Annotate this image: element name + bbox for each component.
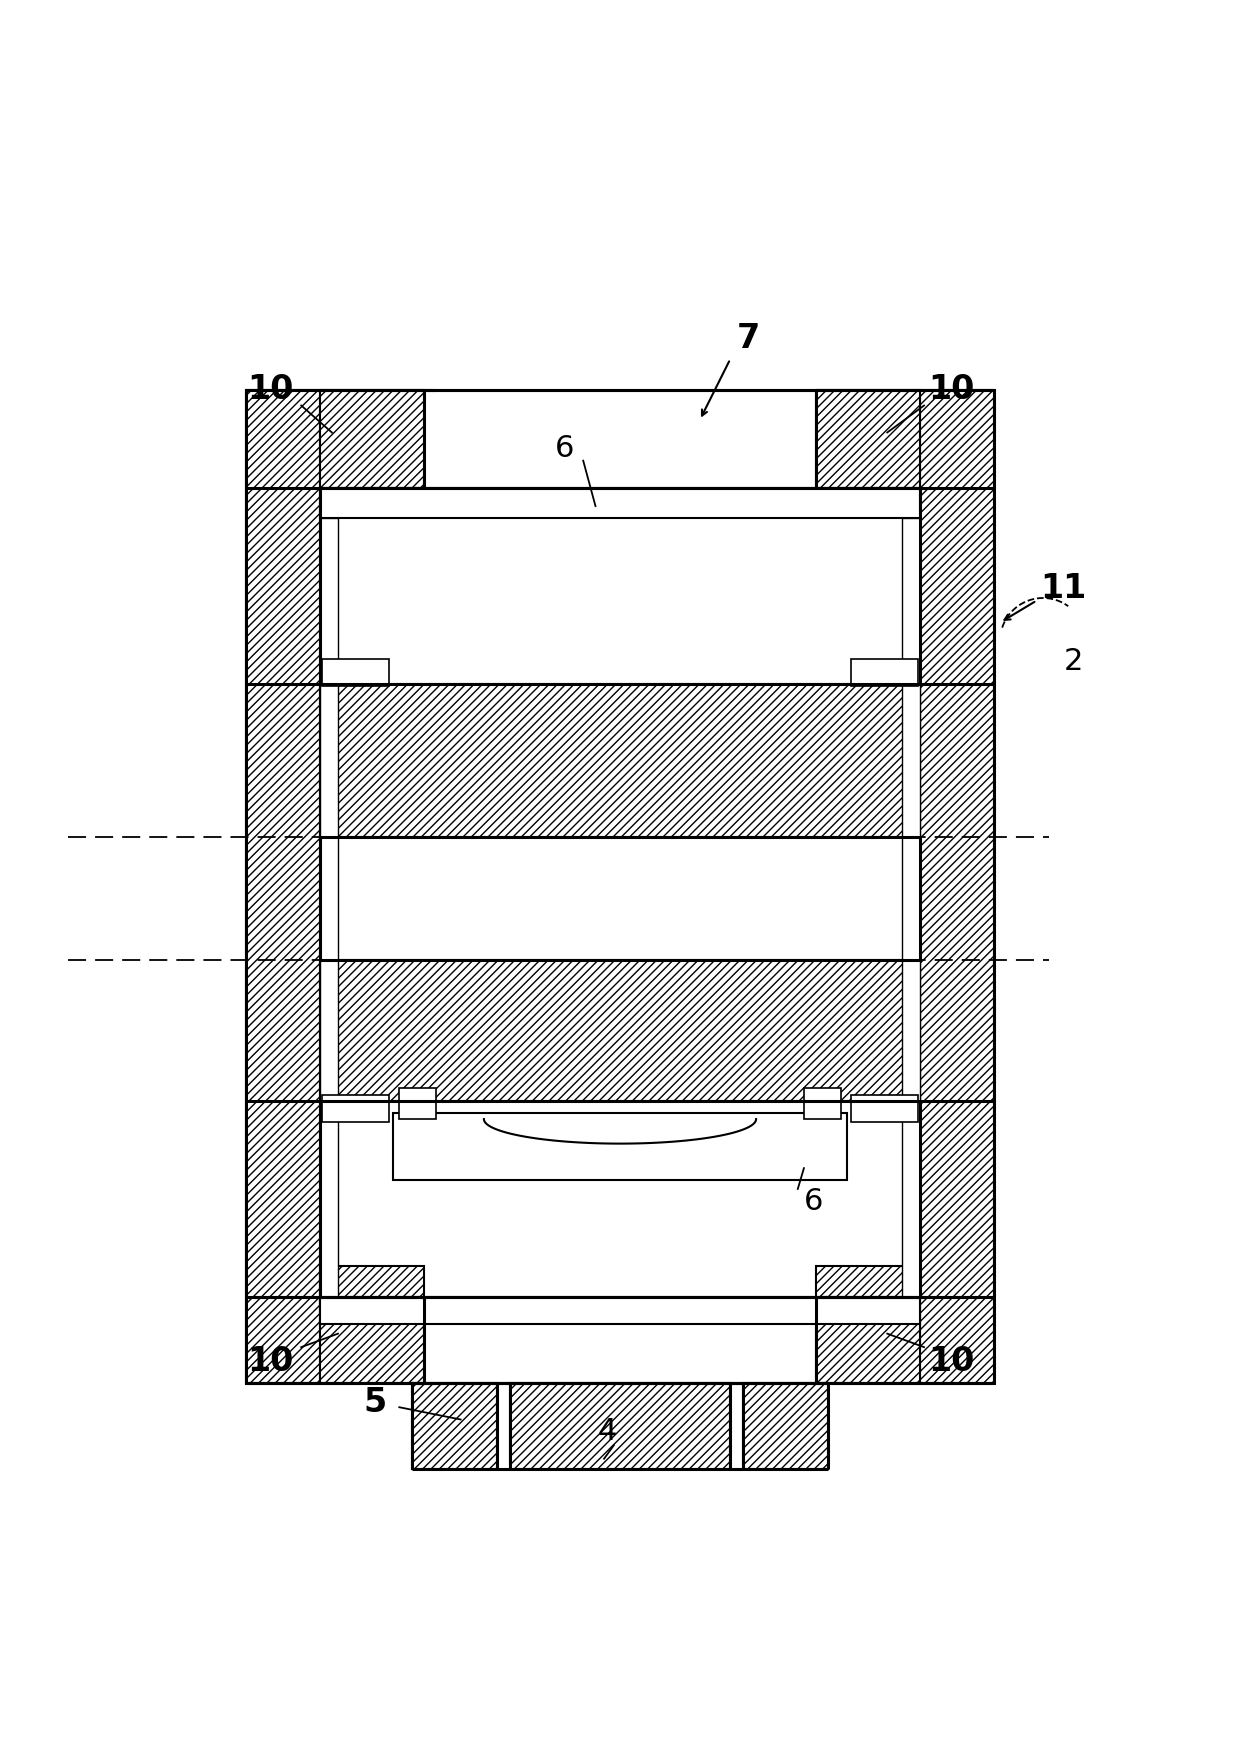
Bar [320,685,920,838]
Text: 7: 7 [737,322,760,354]
Bar [816,389,920,488]
Bar [322,660,389,686]
Bar [320,1297,920,1324]
Bar [320,838,920,959]
Bar [320,1100,920,1297]
Bar [320,1265,424,1383]
Text: 11: 11 [1040,572,1087,605]
Text: 2: 2 [1064,648,1084,676]
Bar [246,389,320,1383]
Text: 4: 4 [598,1417,618,1447]
Text: 5: 5 [363,1385,387,1419]
Bar [851,1095,918,1121]
Bar [901,517,920,1297]
Bar [412,1383,497,1468]
Text: 6: 6 [804,1186,823,1216]
Text: 6: 6 [556,435,574,463]
Bar [920,389,994,1383]
Bar [320,488,920,685]
Bar [320,389,424,488]
Bar [320,488,920,685]
Bar [320,959,920,1100]
Bar [851,660,918,686]
Bar [816,1265,920,1383]
Bar [804,1088,841,1119]
Bar [743,1383,828,1468]
Bar [320,838,920,959]
Bar [320,1100,920,1297]
Bar [322,1095,389,1121]
Bar [246,389,994,1383]
Bar [320,488,920,517]
Text: 10: 10 [928,373,975,407]
Text: 10: 10 [247,1345,294,1378]
Bar [393,1112,847,1181]
Text: 10: 10 [247,373,294,407]
Bar [320,517,339,1297]
Bar [399,1088,436,1119]
Text: 10: 10 [928,1345,975,1378]
Bar [510,1383,730,1468]
